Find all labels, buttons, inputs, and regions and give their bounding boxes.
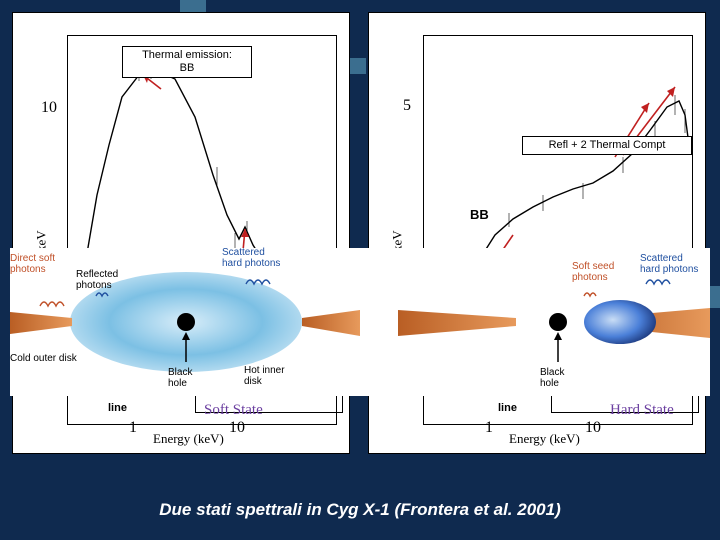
- lbl-bh-r: Blackhole: [540, 368, 564, 389]
- left-callout-line1: Thermal emission:: [127, 49, 247, 62]
- right-callout-refl: Refl + 2 Thermal Compt: [522, 136, 692, 155]
- left-annot-line: line: [108, 402, 127, 414]
- lbl-scattered-hard-l: Scatteredhard photons: [222, 248, 280, 269]
- lbl-direct-soft: Direct softphotons: [10, 254, 55, 275]
- left-ytick-10: 10: [41, 99, 57, 117]
- soft-state-label: Soft State: [204, 402, 263, 419]
- right-x-label: Energy (keV): [509, 431, 580, 447]
- lbl-bh-l: Blackhole: [168, 368, 192, 389]
- slide-caption: Due stati spettrali in Cyg X-1 (Frontera…: [0, 500, 720, 520]
- lbl-scattered-hard-r: Scatteredhard photons: [640, 254, 698, 275]
- left-x-label: Energy (keV): [153, 431, 224, 447]
- lbl-hot-inner: Hot innerdisk: [244, 366, 285, 387]
- left-callout-line2: BB: [127, 62, 247, 75]
- lbl-soft-seed: Soft seedphotons: [572, 262, 614, 283]
- right-callout-line1: Refl + 2 Thermal Compt: [527, 139, 687, 152]
- right-annot-bb: BB: [470, 207, 489, 222]
- left-callout-bb: Thermal emission: BB: [122, 46, 252, 78]
- right-ytick-5: 5: [403, 97, 411, 115]
- right-annot-line: line: [498, 402, 517, 414]
- geometry-overlay: Direct softphotons Reflectedphotons Scat…: [10, 248, 710, 396]
- lbl-reflected: Reflectedphotons: [76, 270, 118, 291]
- lbl-cold-disk: Cold outer disk: [10, 354, 77, 365]
- hard-state-label: Hard State: [610, 402, 674, 419]
